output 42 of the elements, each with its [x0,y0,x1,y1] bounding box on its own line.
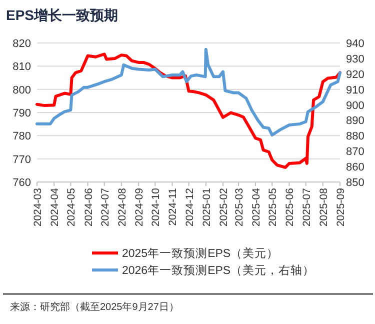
legend-label: 2026年一致预测EPS（美元，右轴） [122,263,315,277]
x-tick-label: 2024-06 [82,188,95,227]
x-tick-label: 2025-08 [318,188,330,227]
x-tick-label: 2025-05 [267,188,280,227]
x-tick-label: 2024-04 [49,188,62,227]
y-tick-label: 770 [12,154,31,166]
y2-tick-label: 870 [346,146,364,158]
x-tick-label: 2024-12 [184,188,196,227]
y-tick-label: 790 [12,108,31,120]
y-tick-label: 780 [12,130,31,143]
x-tick-label: 2024-05 [66,188,78,227]
line-series [36,52,342,169]
source-note: 来源：研究部（截至2025年9月27日） [10,301,179,313]
y2-tick-label: 920 [346,68,364,81]
line-series [36,48,342,137]
x-tick-label: 2025-03 [233,188,246,227]
y2-tick-label: 900 [346,100,364,112]
x-tick-label: 2024-08 [116,188,128,227]
x-tick-label: 2025-02 [218,188,230,227]
x-tick-label: 2025-07 [300,188,313,227]
y-tick-label: 810 [12,61,31,74]
y2-tick-label: 940 [346,38,364,50]
y-tick-label: 820 [12,38,31,50]
x-tick-label: 2024-11 [167,188,180,226]
y2-tick-label: 930 [346,53,364,66]
y-tick-label: 800 [12,84,31,96]
legend-label: 2025年一致预测EPS（美元） [122,246,279,260]
x-tick-label: 2025-04 [250,188,263,227]
y2-tick-label: 880 [346,130,364,143]
x-tick-label: 2024-07 [99,188,112,227]
x-tick-label: 2025-01 [200,188,213,227]
x-tick-label: 2024-10 [150,188,162,227]
y2-tick-label: 850 [346,177,364,189]
x-tick-label: 2024-03 [32,188,44,227]
chart-title: EPS增长一致预期 [6,7,118,23]
y2-tick-label: 910 [346,84,364,96]
y-tick-label: 760 [12,177,31,189]
y2-tick-label: 860 [346,162,364,174]
x-tick-label: 2025-09 [335,188,347,227]
x-tick-label: 2025-06 [284,188,296,227]
y2-tick-label: 890 [346,115,364,128]
x-tick-label: 2024-09 [134,188,146,227]
